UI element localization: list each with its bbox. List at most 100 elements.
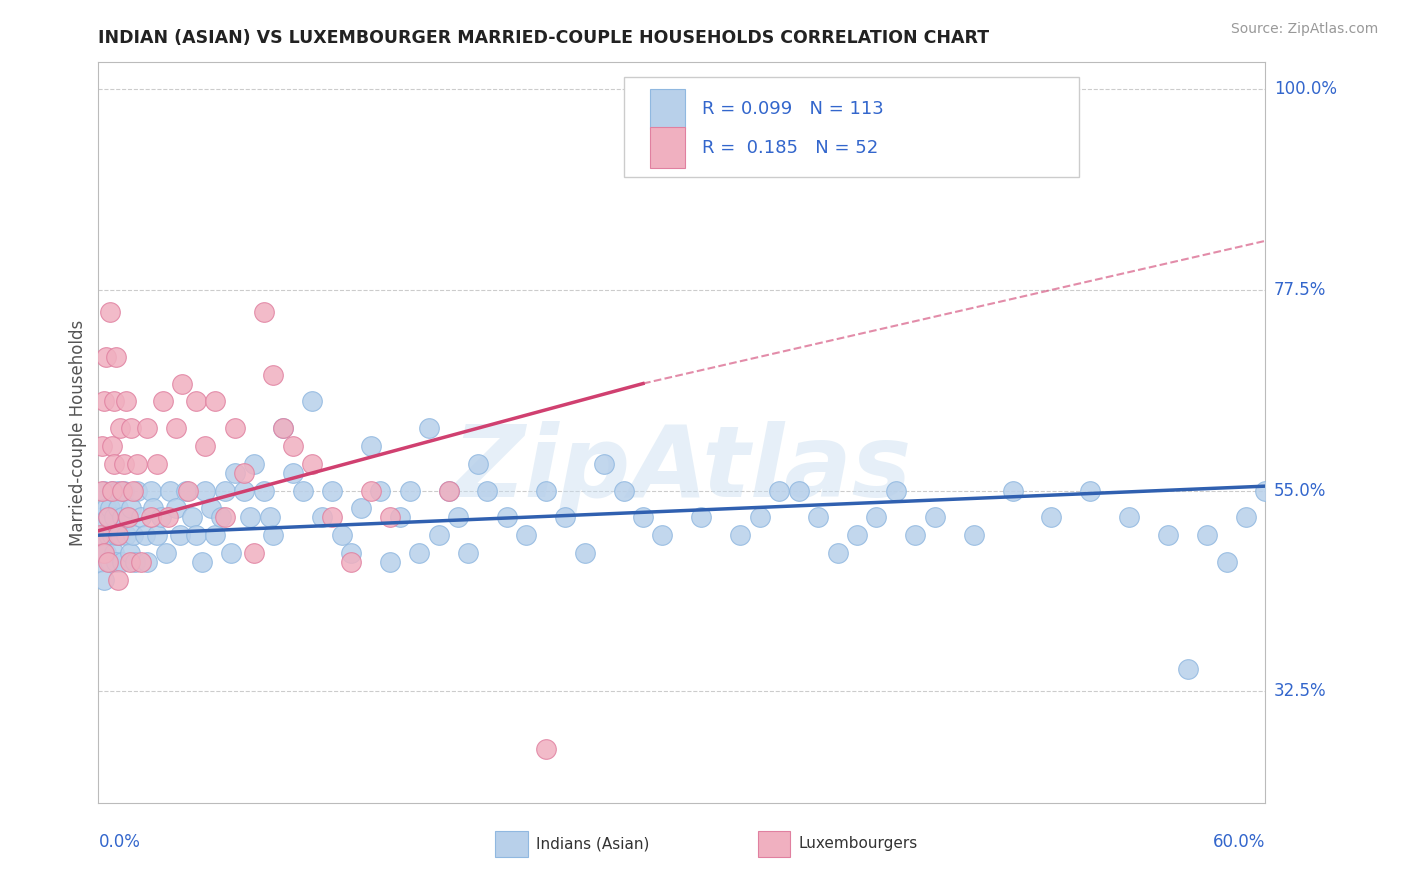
FancyBboxPatch shape [758, 831, 790, 857]
Point [340, 546, 363, 560]
Point [233, 483, 256, 498]
Point [89, 555, 111, 569]
Point [129, 510, 152, 524]
Y-axis label: Married-couple Households: Married-couple Households [69, 319, 87, 546]
Point [1215, 555, 1237, 569]
Point [262, 368, 284, 382]
Point [93, 394, 115, 409]
Point [96, 546, 118, 560]
Point [127, 457, 149, 471]
Point [184, 394, 207, 409]
Point [219, 546, 242, 560]
Point [103, 510, 125, 524]
Point [107, 573, 129, 587]
Point [398, 483, 420, 498]
Point [380, 555, 402, 569]
Point [281, 439, 304, 453]
Point [107, 528, 129, 542]
Point [101, 483, 124, 498]
Point [1080, 483, 1102, 498]
Point [437, 483, 460, 498]
Text: R = 0.099   N = 113: R = 0.099 N = 113 [702, 100, 883, 118]
Point [340, 555, 363, 569]
Point [93, 573, 115, 587]
FancyBboxPatch shape [624, 78, 1078, 178]
Point [427, 528, 450, 542]
Point [93, 546, 115, 560]
Point [108, 528, 131, 542]
Point [846, 528, 869, 542]
Point [146, 457, 169, 471]
Point [122, 528, 145, 542]
Point [787, 483, 810, 498]
Point [1195, 528, 1218, 542]
Point [96, 350, 118, 364]
Point [271, 421, 294, 435]
Point [91, 439, 114, 453]
FancyBboxPatch shape [495, 831, 527, 857]
Point [554, 510, 576, 524]
Point [330, 528, 353, 542]
Point [262, 528, 284, 542]
Point [103, 457, 125, 471]
Point [408, 546, 430, 560]
Point [103, 546, 125, 560]
Point [748, 510, 770, 524]
Point [904, 528, 927, 542]
Point [139, 483, 162, 498]
Point [97, 510, 120, 524]
Point [253, 483, 276, 498]
Point [104, 350, 127, 364]
Point [96, 501, 118, 516]
Point [924, 510, 946, 524]
Point [136, 421, 159, 435]
Point [104, 555, 127, 569]
Point [380, 510, 402, 524]
Point [98, 501, 121, 516]
Point [239, 510, 262, 524]
Point [114, 528, 136, 542]
Text: 55.0%: 55.0% [1274, 482, 1326, 500]
Point [136, 555, 159, 569]
Point [111, 555, 134, 569]
Point [129, 555, 152, 569]
Point [360, 439, 382, 453]
Point [807, 510, 830, 524]
Point [311, 510, 333, 524]
Point [112, 483, 135, 498]
Point [388, 510, 411, 524]
FancyBboxPatch shape [651, 128, 685, 168]
Point [122, 483, 145, 498]
Point [97, 528, 120, 542]
Point [177, 483, 200, 498]
Point [271, 421, 294, 435]
Point [631, 510, 654, 524]
Point [117, 510, 139, 524]
Point [1001, 483, 1024, 498]
Point [593, 457, 616, 471]
Point [174, 483, 197, 498]
Point [108, 421, 131, 435]
Point [962, 528, 984, 542]
Point [865, 510, 887, 524]
Point [418, 421, 440, 435]
Text: INDIAN (ASIAN) VS LUXEMBOURGER MARRIED-COUPLE HOUSEHOLDS CORRELATION CHART: INDIAN (ASIAN) VS LUXEMBOURGER MARRIED-C… [98, 29, 990, 47]
Point [574, 546, 596, 560]
Text: Luxembourgers: Luxembourgers [799, 836, 918, 851]
Point [253, 305, 276, 319]
Point [89, 528, 111, 542]
Point [204, 394, 226, 409]
Point [118, 546, 141, 560]
Text: Source: ZipAtlas.com: Source: ZipAtlas.com [1230, 22, 1378, 37]
Point [301, 394, 323, 409]
Point [97, 555, 120, 569]
Point [190, 555, 212, 569]
Point [98, 305, 121, 319]
Point [184, 528, 207, 542]
Point [204, 528, 226, 542]
Point [360, 483, 382, 498]
Point [200, 501, 222, 516]
Point [118, 555, 141, 569]
Point [1118, 510, 1140, 524]
Point [350, 501, 373, 516]
